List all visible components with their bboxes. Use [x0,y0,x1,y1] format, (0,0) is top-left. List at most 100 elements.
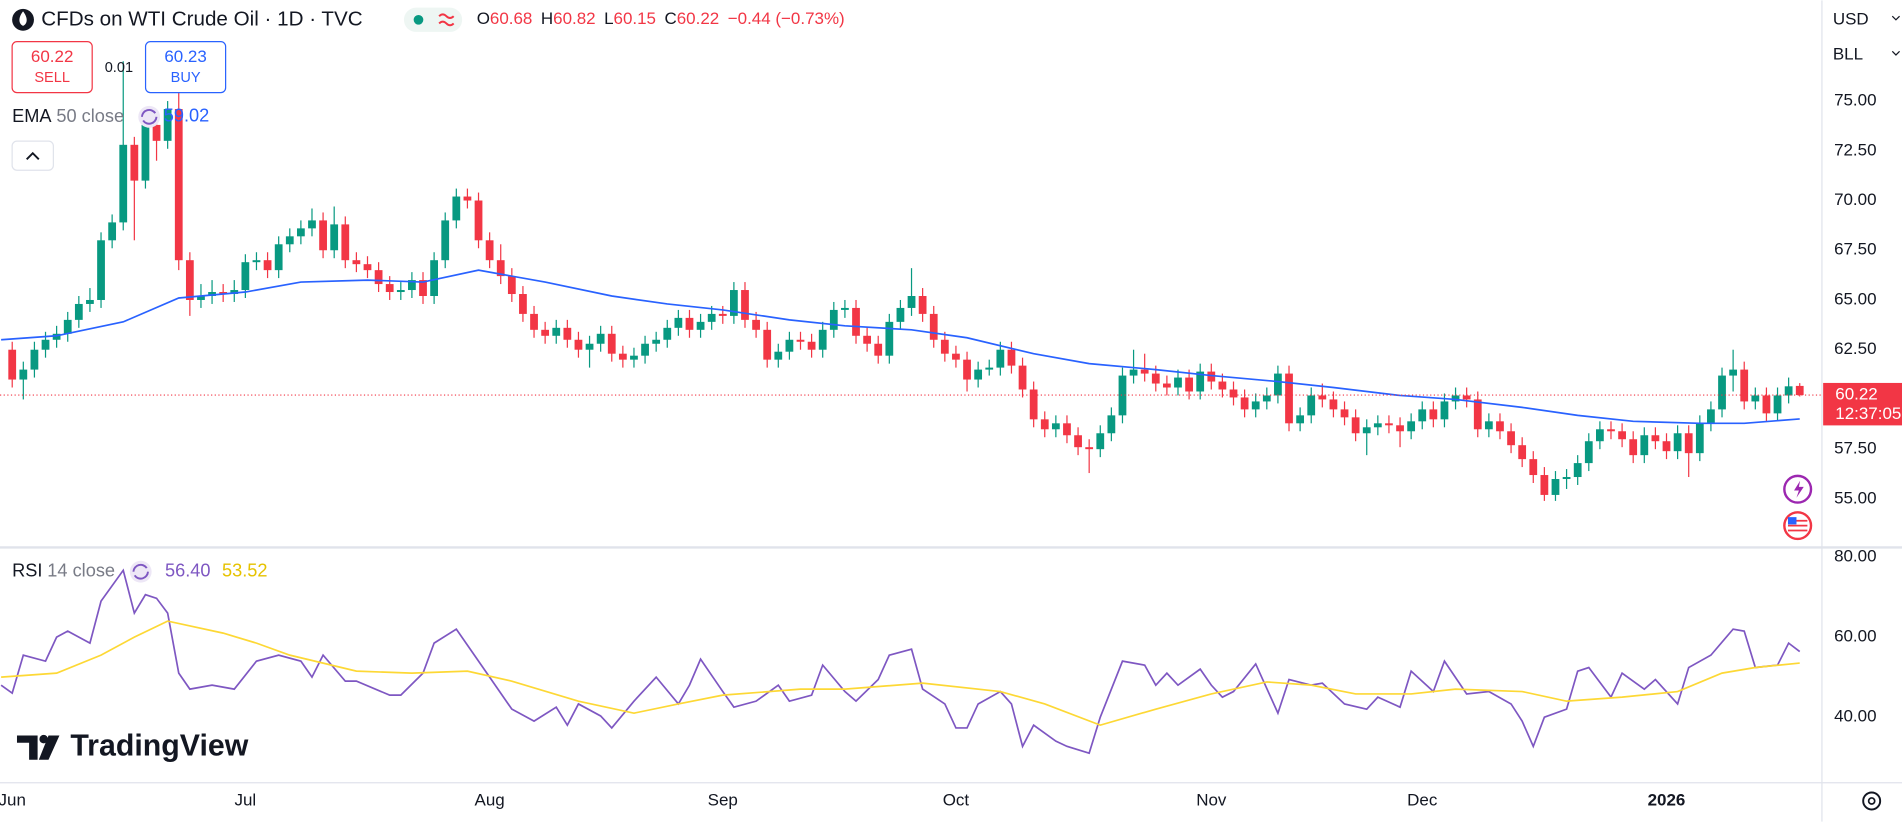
candle-body [1473,399,1482,430]
y-tick-label: 72.50 [1834,140,1876,159]
candle-body [929,313,938,340]
candle-body [296,228,305,237]
candle-body [41,339,50,350]
y-tick-label: 55.00 [1834,488,1876,507]
candle-body [1618,431,1626,440]
market-status[interactable] [403,7,463,32]
candle-body [185,260,194,300]
candle-body [707,313,716,322]
candle-body [1651,435,1660,442]
market-open-dot [413,14,424,25]
candle-body [474,200,483,241]
candle-body [885,321,894,356]
candle-body [596,333,605,344]
y-tick-label: 67.50 [1834,240,1876,259]
candle-body [1285,373,1293,424]
settings-gear[interactable] [1862,791,1882,811]
candle-body [785,339,794,352]
candle-body [963,359,971,380]
candle-body [152,124,161,141]
candle-body [652,339,661,344]
candle-body [918,296,927,314]
ohlc-value: 60.15 [614,9,656,28]
candle-body [408,280,416,291]
candle-body [1795,385,1804,396]
candle-body [485,240,494,261]
chevron-down [1891,15,1901,21]
collapse-button[interactable] [11,140,54,171]
candle-body [1429,409,1438,420]
indicator-legend[interactable]: EMA 50 close [12,106,124,126]
candle-body [430,260,438,297]
symbol-title[interactable]: CFDs on WTI Crude Oil · 1D · TVC [41,7,363,30]
bar-countdown: 12:37:05 [1835,404,1901,423]
x-tick-label: 2026 [1648,790,1686,809]
axis-layer: Jun Jul Aug Sep Oct Nov Dec 2026 55.00 57.50 60.00… [0,91,1877,810]
last-price-box [1823,382,1902,426]
candle-body [1096,433,1105,450]
candle-body [1107,415,1116,434]
x-tick-label: Oct [943,790,970,809]
candle-body [1407,421,1416,432]
candle-body [86,299,94,304]
candle-body [574,339,583,350]
y-tick-label: 70.00 [1834,190,1876,209]
candle-body [1484,421,1493,430]
candle-body [752,319,760,330]
y-tick-label: 57.50 [1834,439,1876,458]
candle-body [1307,395,1316,416]
tv-logo-v [38,735,60,760]
candle-body [496,260,505,277]
candle-body [197,296,205,300]
candle-body [940,339,949,354]
sell-price: 60.22 [31,47,73,66]
currency-selector[interactable]: USD [1833,9,1869,28]
candle-body [330,224,339,251]
candle-body [874,343,883,356]
candle-body [19,369,28,380]
candle-body [1707,409,1715,424]
candle-body [818,329,827,350]
candle-body [1773,395,1782,414]
buy-label: BUY [171,70,201,86]
candle-body [1151,373,1160,384]
candle-body [1762,395,1771,414]
candle-body [374,270,383,285]
indicator-name: EMA [12,106,52,126]
buy-button[interactable] [144,41,227,94]
candle-body [585,343,594,350]
candle-body [1373,423,1382,428]
candle-body [1085,447,1094,450]
candle-body [1296,415,1305,424]
y-tick-label: 40.00 [1834,707,1876,726]
candle-body [685,317,694,330]
flag-canton [1787,517,1797,525]
lightning [1794,480,1804,498]
settings-gear-hub [1867,797,1876,805]
candle-body [285,236,294,245]
sell-label: SELL [34,70,70,86]
x-tick-label: Aug [475,790,505,809]
plot-layer [0,41,1822,755]
candle-body [63,319,72,334]
candle-body [1262,395,1271,402]
candle-body [1140,369,1149,374]
candle-body [1607,429,1615,432]
unit-selector[interactable]: BLL [1833,44,1863,63]
indicator-legend[interactable]: RSI 14 close [12,561,115,581]
candle-body [396,290,405,293]
candle-body [1418,409,1427,422]
candle-body [507,276,516,295]
sell-button[interactable] [11,41,93,94]
candle-body [1385,423,1393,426]
candle-body [774,351,783,360]
ohlc-value: 60.82 [553,9,595,28]
candle-body [1074,435,1082,448]
candle-body [208,292,216,297]
candle-body [8,349,17,380]
candle-body [530,313,538,330]
candle-body [1751,395,1760,402]
candle-body [1351,417,1360,434]
candle-body [1496,421,1504,432]
